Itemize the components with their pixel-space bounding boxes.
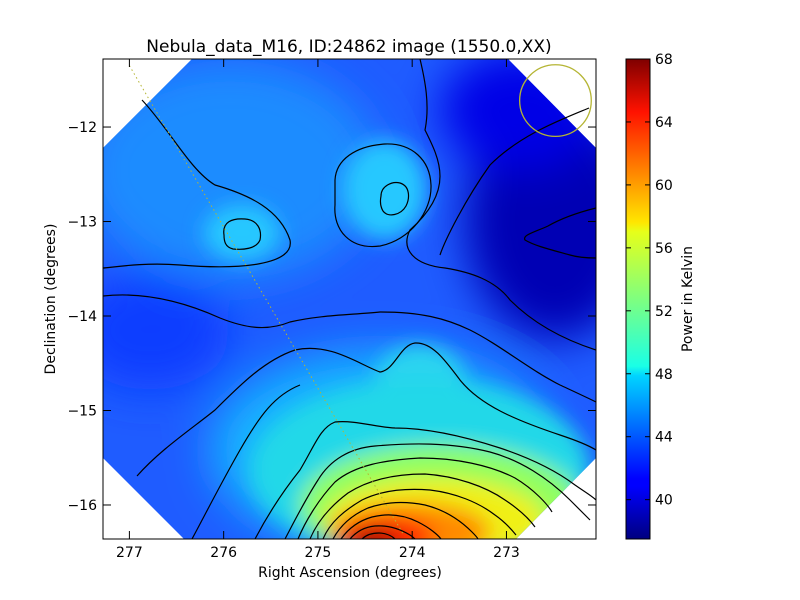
heatmap-region-east-low	[440, 59, 596, 170]
chart-title: Nebula_data_M16, ID:24862 image (1550.0,…	[146, 37, 551, 57]
contour-line	[103, 99, 291, 269]
colorbar-label: Power in Kelvin	[680, 246, 696, 352]
y-tick-label: −14	[67, 309, 97, 325]
y-axis-label: Declination (degrees)	[43, 224, 59, 375]
x-axis: 277 276 275 274 273	[116, 59, 520, 561]
guide-line	[128, 65, 404, 534]
colorbar-tick-label: 56	[655, 241, 673, 257]
contour-line	[334, 143, 432, 248]
contour-line	[223, 218, 262, 250]
contour-lines	[103, 59, 596, 539]
x-tick-label: 274	[399, 545, 426, 561]
heatmap-peak-core	[350, 530, 398, 539]
x-tick-label: 277	[116, 545, 143, 561]
x-tick-label: 276	[210, 545, 237, 561]
heatmap-peak-north	[343, 140, 427, 240]
contour-line	[340, 514, 442, 539]
heatmap-field	[103, 59, 596, 539]
heatmap-peak-west	[204, 205, 280, 261]
beam-marker-circle	[518, 64, 592, 138]
contour-line	[309, 473, 536, 539]
x-tick-label: 275	[305, 545, 332, 561]
contour-line	[136, 342, 596, 477]
contour-line	[439, 107, 590, 256]
contour-line	[103, 294, 596, 403]
plot-frame	[102, 58, 597, 540]
y-tick-label: −16	[67, 498, 97, 514]
colorbar-tick-label: 60	[655, 178, 673, 194]
contour-line	[297, 457, 553, 539]
contour-line	[191, 384, 301, 539]
colorbar-tick-label: 40	[655, 493, 673, 509]
contour-line	[523, 207, 596, 259]
contour-line	[406, 59, 596, 351]
colorbar-tick-label: 68	[655, 52, 673, 68]
contour-line	[349, 525, 416, 539]
colorbar-tick-label: 64	[655, 115, 673, 131]
colorbar-tick-label: 52	[655, 304, 673, 320]
x-axis-label: Right Ascension (degrees)	[258, 565, 442, 581]
x-tick-label: 273	[493, 545, 520, 561]
contour-line	[332, 502, 479, 539]
heatmap-region-west-low	[103, 270, 230, 390]
contour-line	[361, 532, 396, 539]
y-tick-label: −15	[67, 403, 97, 419]
colorbar-ticks: 40 44 48 52 56 60 64 68	[626, 52, 673, 509]
contour-line	[254, 421, 596, 539]
colorbar-tick-label: 44	[655, 430, 673, 446]
colorbar	[625, 58, 651, 540]
contour-line	[284, 443, 591, 539]
contour-line	[379, 181, 410, 216]
y-tick-label: −13	[67, 215, 97, 231]
contour-line	[322, 488, 517, 539]
colorbar-tick-label: 48	[655, 367, 673, 383]
y-axis: −12 −13 −14 −15 −16	[67, 120, 596, 514]
y-tick-label: −12	[67, 120, 97, 136]
